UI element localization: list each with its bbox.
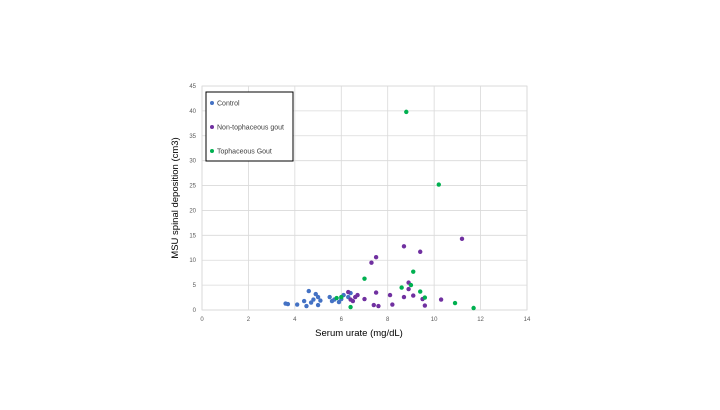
- control-point: [336, 299, 342, 305]
- y-tick-label: 30: [189, 159, 196, 165]
- non-tophaceous-gout-point: [350, 298, 356, 304]
- control-point: [311, 297, 316, 302]
- y-tick-label: 35: [189, 134, 196, 140]
- data-points: [283, 109, 476, 311]
- x-tick-label: 4: [293, 317, 297, 323]
- non-tophaceous-gout-point: [387, 292, 393, 298]
- non-tophaceous-gout-point: [390, 302, 395, 307]
- control-point: [308, 300, 314, 305]
- tophaceous-gout-point: [362, 276, 367, 281]
- non-tophaceous-gout-point: [459, 236, 465, 242]
- legend-marker-tophaceous-gout: [210, 149, 214, 153]
- non-tophaceous-gout-point: [376, 303, 381, 309]
- legend-label-tophaceous-gout: Tophaceous Gout: [217, 149, 272, 156]
- y-axis-title: MSU spinal deposition (cm3): [170, 137, 181, 258]
- control-point: [294, 302, 300, 307]
- y-tick-label: 0: [193, 308, 197, 314]
- x-tick-label: 8: [386, 317, 390, 323]
- control-point: [318, 298, 323, 303]
- x-tick-label: 2: [247, 317, 251, 323]
- x-tick-label: 6: [340, 317, 344, 323]
- control-point: [306, 288, 311, 294]
- y-tick-label: 40: [189, 109, 196, 115]
- non-tophaceous-gout-point: [346, 289, 351, 295]
- y-tick-label: 15: [189, 233, 196, 239]
- non-tophaceous-gout-point: [418, 249, 423, 254]
- control-point: [313, 291, 318, 297]
- x-tick-label: 14: [524, 317, 531, 323]
- tophaceous-gout-point: [411, 269, 416, 274]
- plot-area-border: [201, 85, 528, 311]
- non-tophaceous-gout-point: [422, 303, 428, 308]
- legend-marker-control: [210, 101, 214, 105]
- non-tophaceous-gout-point: [401, 244, 407, 249]
- tophaceous-gout-point: [348, 304, 353, 310]
- x-tick-label: 0: [200, 317, 204, 323]
- legend-label-non-tophaceous-gout: Non-tophaceous gout: [217, 125, 284, 132]
- control-point: [304, 303, 309, 309]
- tophaceous-gout-point: [404, 109, 409, 115]
- x-tick-label: 10: [431, 317, 438, 323]
- tophaceous-gout-point: [339, 294, 344, 300]
- legend-label-control: Control: [217, 101, 240, 108]
- y-tick-label: 20: [189, 208, 196, 214]
- y-tick-label: 25: [189, 184, 196, 190]
- y-tick-label: 45: [189, 84, 196, 90]
- x-axis-title: Serum urate (mg/dL): [315, 328, 403, 339]
- legend-marker-non-tophaceous-gout: [210, 125, 214, 129]
- non-tophaceous-gout-point: [373, 290, 379, 295]
- non-tophaceous-gout-point: [401, 294, 407, 300]
- non-tophaceous-gout-point: [369, 260, 374, 265]
- tophaceous-gout-point: [399, 285, 404, 290]
- tophaceous-gout-point: [334, 295, 339, 301]
- tick-labels: 0 2 4 6 8 10 12 14 0 5 10 15 20 25 30 35 40 45: [189, 84, 531, 323]
- tophaceous-gout-point: [422, 295, 428, 300]
- legend: Control Non-tophaceous gout Tophaceous Gou…: [205, 91, 294, 162]
- tophaceous-gout-point: [452, 300, 458, 306]
- tophaceous-gout-point: [408, 282, 414, 288]
- control-point: [315, 302, 321, 308]
- y-tick-label: 5: [193, 283, 197, 289]
- tophaceous-gout-point: [436, 182, 441, 187]
- non-tophaceous-gout-point: [406, 286, 411, 292]
- non-tophaceous-gout-point: [373, 255, 379, 260]
- control-point: [327, 294, 332, 300]
- legend-box: [205, 91, 294, 162]
- y-tick-label: 10: [189, 258, 196, 264]
- non-tophaceous-gout-point: [438, 297, 444, 302]
- non-tophaceous-gout-point: [411, 293, 416, 298]
- control-point: [315, 294, 321, 300]
- non-tophaceous-gout-point: [362, 296, 367, 302]
- control-point: [301, 298, 307, 304]
- x-tick-label: 12: [477, 317, 484, 323]
- control-point: [285, 301, 291, 307]
- non-tophaceous-gout-point: [371, 302, 376, 308]
- non-tophaceous-gout-point: [355, 292, 360, 298]
- tophaceous-gout-point: [471, 305, 476, 311]
- tophaceous-gout-point: [418, 289, 423, 294]
